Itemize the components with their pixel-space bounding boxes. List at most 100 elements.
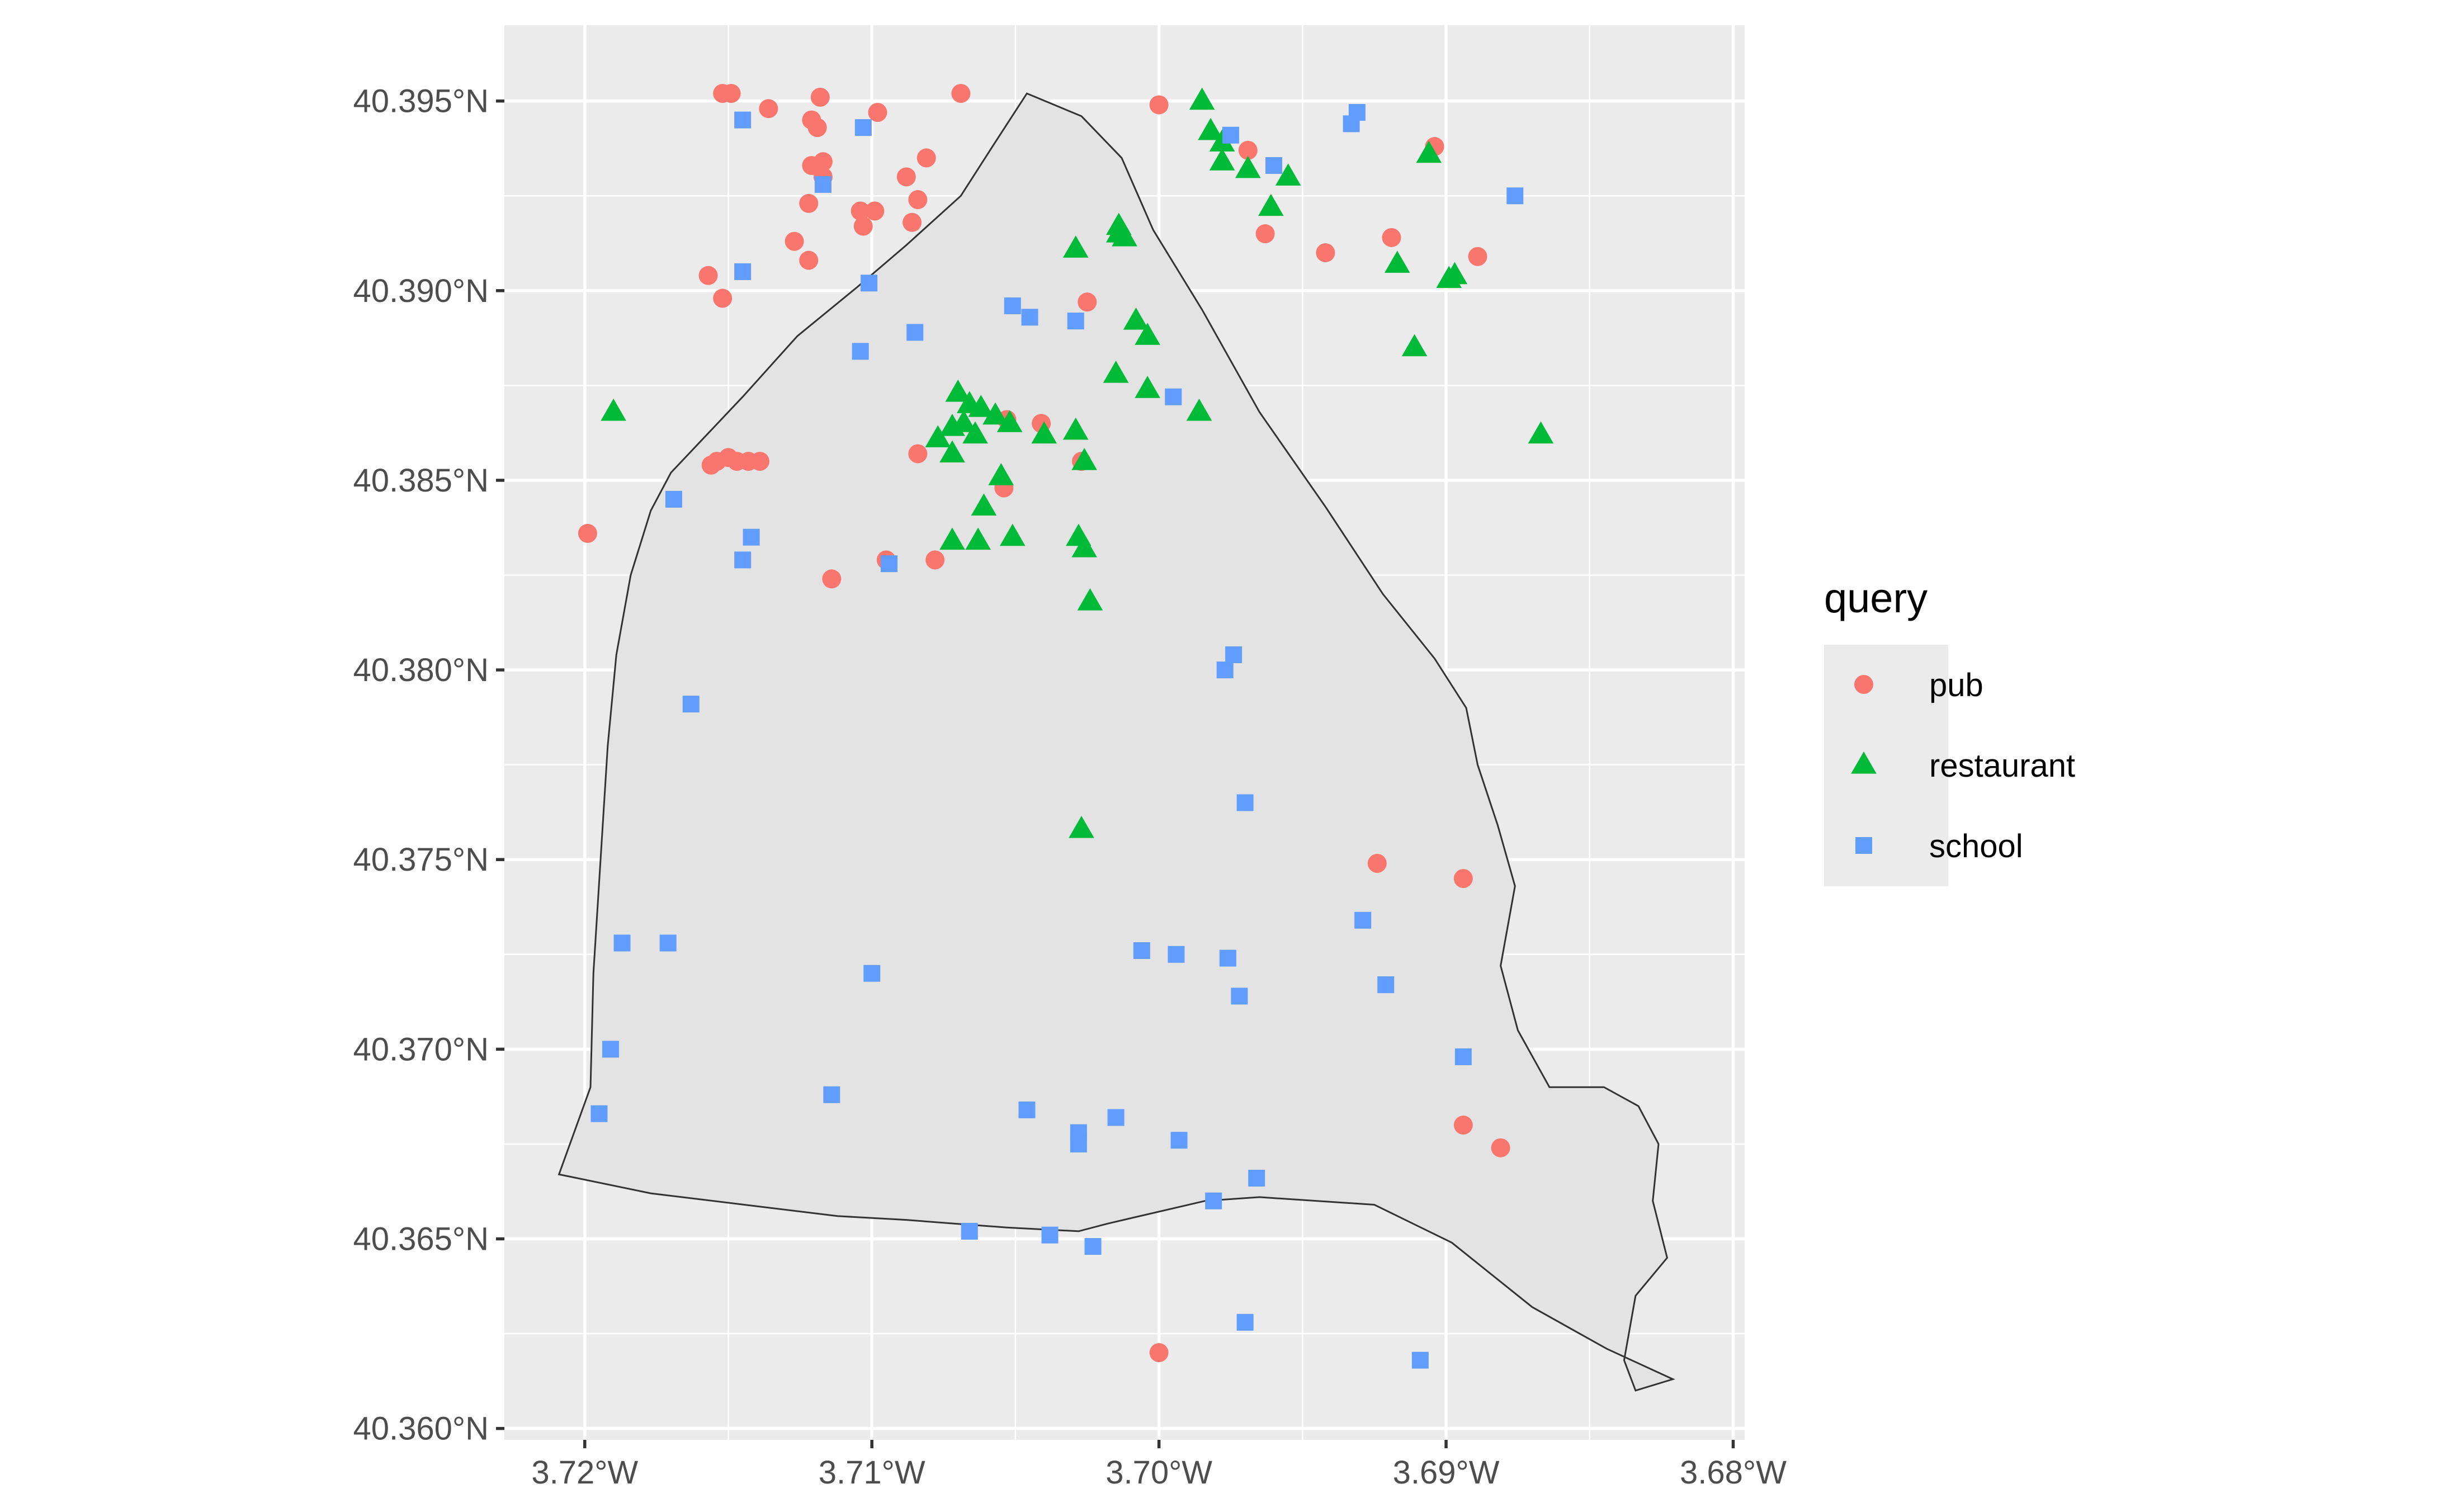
y-tick-label: 40.375°N <box>353 842 489 878</box>
pub-marker <box>1491 1138 1510 1157</box>
pub-marker <box>851 201 870 221</box>
restaurant-marker <box>965 527 991 550</box>
restaurant-marker <box>1062 235 1089 258</box>
pub-marker <box>951 84 971 103</box>
restaurant-marker <box>1071 535 1097 557</box>
x-tick-label: 3.70°W <box>1106 1454 1212 1491</box>
restaurant-marker <box>1135 376 1160 398</box>
school-marker <box>1225 646 1243 663</box>
school-marker <box>1133 942 1150 960</box>
pub-marker <box>750 452 769 471</box>
restaurant-marker <box>1069 815 1094 838</box>
restaurant-marker <box>971 493 997 516</box>
restaurant-marker <box>1384 251 1410 273</box>
restaurant-marker <box>1235 155 1261 178</box>
x-tick-label: 3.69°W <box>1393 1454 1500 1491</box>
restaurant-marker <box>1071 448 1097 470</box>
pub-marker <box>578 523 597 543</box>
pub-marker <box>1468 247 1487 266</box>
school-marker <box>1222 126 1239 144</box>
pub-marker <box>1453 1116 1473 1135</box>
pub-marker <box>807 118 827 138</box>
pub-marker <box>813 152 833 172</box>
pub-marker <box>810 87 830 107</box>
school-marker <box>734 111 752 129</box>
school-marker <box>854 119 872 136</box>
school-marker <box>591 1105 608 1122</box>
y-tick-label: 40.370°N <box>353 1031 489 1067</box>
school-marker <box>1506 187 1524 205</box>
school-marker <box>861 275 878 292</box>
y-tick-label: 40.390°N <box>353 273 489 309</box>
school-marker <box>1265 157 1282 174</box>
restaurant-legend-key <box>1851 752 1877 774</box>
pub-legend-key <box>1854 675 1873 694</box>
restaurant-marker <box>1103 361 1129 383</box>
pub-marker <box>917 148 936 168</box>
restaurant-marker <box>982 402 1008 425</box>
x-tick-label: 3.72°W <box>531 1454 638 1491</box>
restaurant-marker <box>1062 417 1089 440</box>
restaurant-marker <box>1416 140 1442 163</box>
pub-marker <box>759 99 778 119</box>
legend-label: pub <box>1929 667 1983 703</box>
school-marker <box>1236 794 1254 811</box>
school-marker <box>613 934 631 952</box>
school-marker <box>1343 115 1360 133</box>
pub-marker <box>1382 228 1401 247</box>
school-marker <box>602 1041 619 1058</box>
school-marker <box>823 1086 840 1103</box>
restaurant-marker <box>996 410 1023 432</box>
school-marker <box>1107 1109 1125 1126</box>
y-tick-label: 40.395°N <box>353 83 489 120</box>
school-marker <box>743 528 760 546</box>
restaurant-marker <box>1198 117 1224 140</box>
restaurant-marker <box>1031 421 1057 444</box>
pub-marker <box>925 550 945 570</box>
school-marker <box>1170 1132 1188 1149</box>
school-marker <box>1411 1352 1429 1369</box>
pub-marker <box>1453 869 1473 889</box>
school-marker <box>1070 1135 1087 1152</box>
pub-marker <box>721 84 741 103</box>
y-tick-label: 40.380°N <box>353 652 489 688</box>
pub-marker <box>1078 292 1097 312</box>
pub-marker <box>853 216 873 236</box>
restaurant-marker <box>601 398 626 421</box>
restaurant-marker <box>945 379 971 402</box>
pub-marker <box>1367 854 1387 873</box>
school-marker <box>1041 1226 1059 1244</box>
restaurant-marker <box>962 421 988 444</box>
pub-marker <box>868 103 887 122</box>
pub-marker <box>785 231 804 251</box>
school-marker <box>1248 1169 1265 1187</box>
school-marker <box>665 490 682 508</box>
restaurant-marker <box>939 413 965 436</box>
school-marker <box>1168 946 1185 963</box>
school-marker <box>961 1222 978 1240</box>
school-marker <box>852 343 869 360</box>
school-marker <box>1216 662 1234 679</box>
school-marker <box>1165 388 1182 405</box>
school-marker <box>734 551 752 569</box>
pub-marker <box>865 201 885 221</box>
district-boundary <box>558 92 1675 1392</box>
restaurant-marker <box>1528 421 1554 444</box>
school-marker <box>659 934 677 952</box>
legend-title: query <box>1824 575 1928 621</box>
school-marker <box>1004 297 1021 314</box>
y-tick-label: 40.385°N <box>353 462 489 499</box>
school-marker <box>1236 1313 1254 1331</box>
restaurant-marker <box>988 463 1014 485</box>
school-marker <box>1354 911 1372 929</box>
school-marker <box>814 176 832 193</box>
restaurant-marker <box>1186 398 1212 421</box>
school-marker <box>906 324 924 341</box>
pub-marker <box>1316 243 1335 262</box>
restaurant-marker <box>999 523 1026 546</box>
school-marker <box>682 696 700 713</box>
map-points <box>578 84 1554 1369</box>
restaurant-marker <box>1442 262 1468 285</box>
pub-marker <box>908 444 928 464</box>
